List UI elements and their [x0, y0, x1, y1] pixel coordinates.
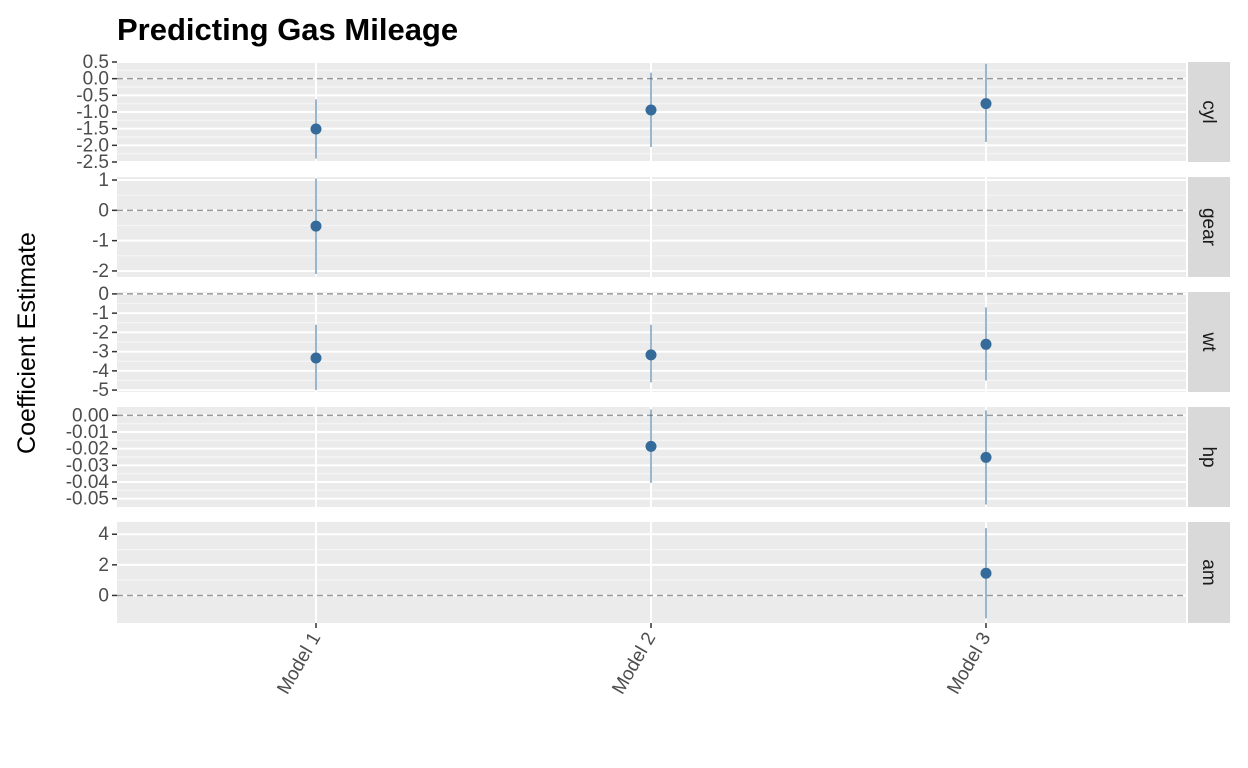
facet-strip-label: gear: [1198, 208, 1219, 247]
y-tick-label: -0.01: [66, 422, 109, 443]
facet-strip-label: am: [1198, 559, 1219, 585]
estimate-point: [310, 220, 322, 232]
y-tick-label: 0: [98, 284, 109, 305]
facet-cyl: 0.50.0-0.5-1.0-1.5-2.0-2.5 cyl: [76, 52, 1230, 173]
y-tick-label: -2: [92, 322, 109, 343]
y-tick-label: -3: [92, 342, 109, 363]
y-tick-label: 0.00: [72, 405, 109, 426]
x-tick-label: Model 1: [273, 629, 325, 698]
facet-wt: 0-1-2-3-4-5 wt: [92, 284, 1230, 401]
y-tick-label: 1: [98, 170, 109, 191]
facet-strip-label: cyl: [1198, 100, 1219, 123]
estimate-point: [310, 352, 322, 364]
estimate-point: [980, 451, 992, 463]
facet-strip-label: hp: [1198, 446, 1219, 467]
estimate-point: [645, 349, 657, 361]
facet-hp: 0.00-0.01-0.02-0.03-0.04-0.05 hp: [66, 405, 1230, 510]
y-tick-label: 0: [98, 200, 109, 221]
estimate-point: [645, 440, 657, 452]
facet-gear: 1 0 -1 -2 gear: [92, 170, 1230, 282]
y-tick-label: -1: [92, 303, 109, 324]
estimate-point: [980, 567, 992, 579]
y-tick-label: 4: [98, 524, 109, 545]
y-tick-label: -0.05: [66, 489, 109, 510]
x-tick-label: Model 3: [943, 629, 995, 698]
x-tick-label: Model 2: [608, 629, 660, 698]
y-tick-label: -1: [92, 231, 109, 252]
facet-strip-label: wt: [1198, 332, 1219, 353]
x-axis: Model 1 Model 2 Model 3: [273, 623, 995, 698]
y-tick-label: 0.0: [83, 69, 109, 90]
y-tick-label: -2.0: [76, 135, 109, 156]
facet-am: 4 2 0 am: [98, 522, 1230, 623]
y-tick-label: -0.5: [76, 85, 109, 106]
y-tick-label: 0: [98, 585, 109, 606]
y-tick-label: -1.5: [76, 119, 109, 140]
y-tick-label: -1.0: [76, 102, 109, 123]
y-axis-label: Coefficient Estimate: [13, 232, 41, 454]
y-tick-label: 2: [98, 555, 109, 576]
y-tick-label: -0.03: [66, 455, 109, 476]
y-tick-label: -4: [92, 361, 109, 382]
facet-strip: [1188, 292, 1230, 392]
y-tick-label: -0.02: [66, 439, 109, 460]
y-tick-label: -0.04: [66, 472, 110, 493]
facet-strip: [1188, 522, 1230, 623]
estimate-point: [645, 104, 657, 116]
facet-panels: 0.50.0-0.5-1.0-1.5-2.0-2.5cyl10-1-2gear0…: [66, 52, 1230, 623]
y-tick-label: -5: [92, 380, 109, 401]
facet-strip: [1188, 407, 1230, 507]
estimate-point: [980, 98, 992, 110]
estimate-point: [980, 338, 992, 350]
y-tick-label: -2.5: [76, 152, 109, 173]
estimate-point: [310, 123, 322, 135]
chart-title: Predicting Gas Mileage: [117, 12, 458, 47]
y-tick-label: 0.5: [83, 52, 109, 73]
facet-strip: [1188, 62, 1230, 162]
y-tick-label: -2: [92, 261, 109, 282]
facet-strip: [1188, 177, 1230, 277]
